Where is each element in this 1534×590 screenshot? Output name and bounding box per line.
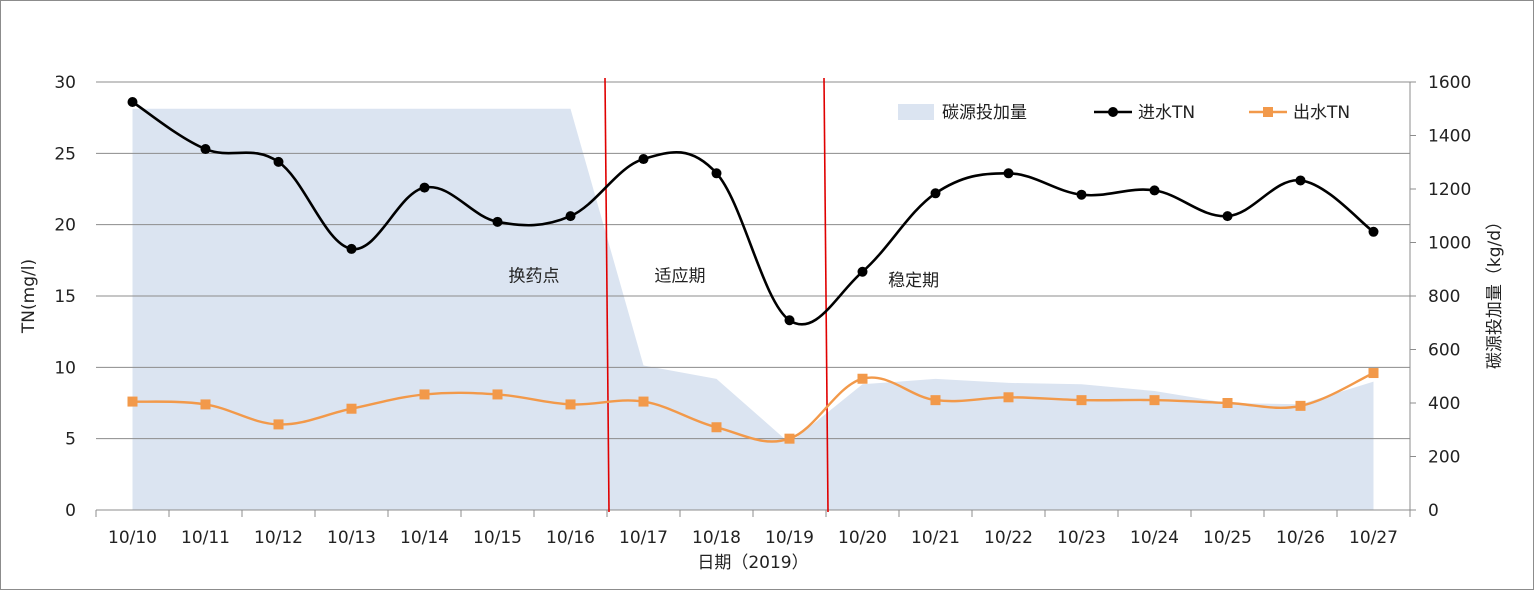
point-1-3 bbox=[346, 403, 357, 414]
point-1-1 bbox=[200, 399, 211, 410]
x-tick-label-6: 10/16 bbox=[546, 528, 595, 548]
x-tick-label-13: 10/23 bbox=[1057, 528, 1106, 548]
point-0-14 bbox=[1149, 185, 1160, 196]
point-1-12 bbox=[1003, 392, 1014, 403]
point-0-15 bbox=[1222, 211, 1233, 222]
x-tick-label-8: 10/18 bbox=[692, 528, 741, 548]
point-1-14 bbox=[1149, 395, 1160, 406]
phase-annotation-2: 稳定期 bbox=[888, 271, 939, 291]
y2-tick-label-6: 1200 bbox=[1428, 180, 1471, 200]
y2-tick-label-2: 400 bbox=[1428, 394, 1460, 414]
point-1-8 bbox=[711, 422, 722, 433]
x-tick-label-16: 10/26 bbox=[1276, 528, 1325, 548]
point-1-15 bbox=[1222, 398, 1233, 408]
point-1-5 bbox=[492, 389, 503, 400]
point-0-12 bbox=[1003, 168, 1014, 179]
point-0-13 bbox=[1076, 189, 1087, 200]
y-tick-label-2: 10 bbox=[54, 358, 76, 378]
y-tick-label-0: 0 bbox=[65, 501, 76, 521]
x-tick-label-14: 10/24 bbox=[1130, 528, 1179, 548]
point-0-17 bbox=[1368, 226, 1379, 237]
point-0-6 bbox=[565, 211, 576, 222]
point-0-7 bbox=[638, 154, 649, 165]
point-0-4 bbox=[419, 182, 430, 193]
y-tick-label-3: 15 bbox=[54, 287, 76, 307]
point-0-3 bbox=[346, 243, 357, 254]
y2-tick-label-4: 800 bbox=[1428, 287, 1460, 307]
point-0-8 bbox=[711, 168, 722, 179]
point-1-0 bbox=[127, 396, 138, 407]
point-1-2 bbox=[273, 419, 284, 430]
x-tick-label-9: 10/19 bbox=[765, 528, 814, 548]
phase-divider-line-1 bbox=[823, 77, 829, 513]
y-tick-label-4: 20 bbox=[54, 216, 76, 236]
point-0-10 bbox=[857, 266, 868, 277]
phase-annotation-1: 适应期 bbox=[655, 267, 706, 287]
x-axis-title: 日期（2019） bbox=[697, 553, 808, 573]
phase-divider-line-0 bbox=[604, 77, 610, 513]
x-tick-label-5: 10/15 bbox=[473, 528, 522, 548]
y2-tick-label-1: 200 bbox=[1428, 448, 1460, 468]
point-0-5 bbox=[492, 216, 503, 227]
point-1-10 bbox=[857, 373, 868, 384]
x-tick-label-0: 10/10 bbox=[108, 528, 157, 548]
y2-tick-label-5: 1000 bbox=[1428, 234, 1471, 254]
area-series-carbon-dosage bbox=[132, 108, 1374, 511]
x-tick-label-12: 10/22 bbox=[984, 528, 1033, 548]
x-tick-label-17: 10/27 bbox=[1349, 528, 1398, 548]
point-0-0 bbox=[127, 96, 138, 107]
point-1-6 bbox=[565, 399, 576, 410]
legend-marker-1 bbox=[1108, 107, 1118, 117]
x-tick-label-1: 10/11 bbox=[181, 528, 230, 548]
point-0-1 bbox=[200, 144, 211, 155]
y-tick-label-5: 25 bbox=[54, 144, 76, 164]
y-tick-label-6: 30 bbox=[54, 73, 76, 93]
legend-label-1: 进水TN bbox=[1138, 103, 1195, 123]
y2-axis-title: 碳源投加量（kg/d） bbox=[1485, 213, 1505, 369]
x-tick-label-11: 10/21 bbox=[911, 528, 960, 548]
y2-tick-label-7: 1400 bbox=[1428, 127, 1471, 147]
point-1-9 bbox=[784, 433, 795, 444]
point-0-11 bbox=[930, 188, 941, 199]
y2-tick-label-0: 0 bbox=[1428, 501, 1439, 521]
x-tick-label-4: 10/14 bbox=[400, 528, 449, 548]
y-tick-label-1: 5 bbox=[65, 430, 76, 450]
y2-tick-label-8: 1600 bbox=[1428, 73, 1471, 93]
point-0-9 bbox=[784, 315, 795, 326]
point-1-13 bbox=[1076, 395, 1087, 406]
y-axis-title: TN(mg/l) bbox=[19, 259, 39, 334]
legend-label-2: 出水TN bbox=[1293, 103, 1350, 123]
point-1-11 bbox=[930, 395, 941, 406]
y2-tick-label-3: 600 bbox=[1428, 341, 1460, 361]
legend-swatch-0 bbox=[898, 104, 934, 120]
x-tick-label-10: 10/20 bbox=[838, 528, 887, 548]
point-1-7 bbox=[638, 396, 649, 407]
legend-marker-2 bbox=[1263, 107, 1273, 117]
point-0-16 bbox=[1295, 175, 1306, 186]
x-tick-label-3: 10/13 bbox=[327, 528, 376, 548]
point-1-16 bbox=[1295, 400, 1306, 411]
phase-annotation-0: 换药点 bbox=[509, 267, 560, 287]
point-1-4 bbox=[419, 389, 430, 400]
legend-label-0: 碳源投加量 bbox=[942, 103, 1027, 123]
point-1-17 bbox=[1368, 368, 1379, 379]
point-0-2 bbox=[273, 156, 284, 167]
x-tick-label-2: 10/12 bbox=[254, 528, 303, 548]
x-tick-label-15: 10/25 bbox=[1203, 528, 1252, 548]
x-tick-label-7: 10/17 bbox=[619, 528, 668, 548]
